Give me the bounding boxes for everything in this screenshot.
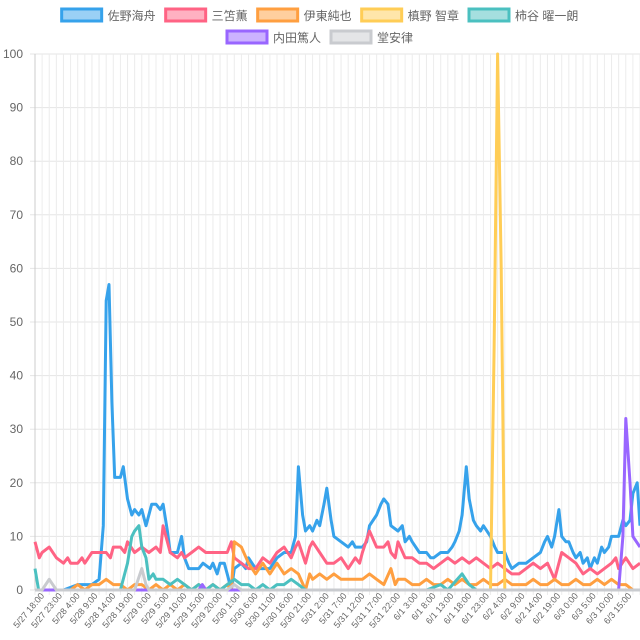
series-lines	[33, 52, 640, 592]
series-line-2	[33, 524, 640, 581]
legend-label: 伊東純也	[304, 9, 352, 23]
y-tick-label: 30	[10, 422, 24, 436]
y-tick-label: 50	[10, 315, 24, 329]
legend-swatch	[467, 7, 511, 23]
y-axis-ticks: 0 10 20 30 40 50 60 70 80 90 100	[3, 47, 23, 597]
legend-swatch	[60, 7, 104, 23]
series-line-5	[33, 524, 640, 592]
legend-label: 槙野 智章	[408, 8, 459, 23]
y-tick-label: 60	[10, 261, 24, 275]
legend-swatch	[329, 29, 373, 45]
legend-item-5[interactable]: 柿谷 曜一朗	[467, 7, 578, 23]
y-tick-label: 0	[16, 583, 23, 597]
legend-item-3[interactable]: 伊東純也	[256, 7, 352, 23]
legend-label: 三笘薫	[212, 8, 248, 23]
legend-label: 内田篤人	[273, 31, 321, 45]
legend-item-4[interactable]: 槙野 智章	[360, 7, 459, 23]
legend-label: 堂安律	[377, 30, 413, 45]
y-tick-label: 70	[10, 208, 24, 222]
legend-label: 佐野海舟	[108, 8, 156, 23]
y-tick-label: 100	[3, 47, 23, 61]
legend-label: 柿谷 曜一朗	[515, 8, 578, 23]
y-tick-label: 90	[10, 101, 24, 115]
y-tick-label: 10	[10, 529, 24, 543]
legend-item-7[interactable]: 堂安律	[329, 29, 413, 45]
legend-swatch	[360, 7, 404, 23]
y-tick-label: 20	[10, 476, 24, 490]
series-line-3	[35, 540, 640, 592]
legend-item-1[interactable]: 佐野海舟	[60, 7, 156, 23]
legend-swatch	[225, 29, 269, 45]
y-tick-label: 80	[10, 154, 24, 168]
x-axis-ticks: 5/27 18:005/27 23:005/28 4:005/28 9:005/…	[11, 591, 633, 630]
y-tick-label: 40	[10, 369, 24, 383]
legend-item-2[interactable]: 三笘薫	[164, 7, 248, 23]
legend-swatch	[164, 7, 208, 23]
legend-item-6[interactable]: 内田篤人	[225, 29, 321, 45]
legend-swatch	[256, 7, 300, 23]
series-line-7	[35, 567, 640, 592]
grid-lines	[30, 53, 640, 595]
